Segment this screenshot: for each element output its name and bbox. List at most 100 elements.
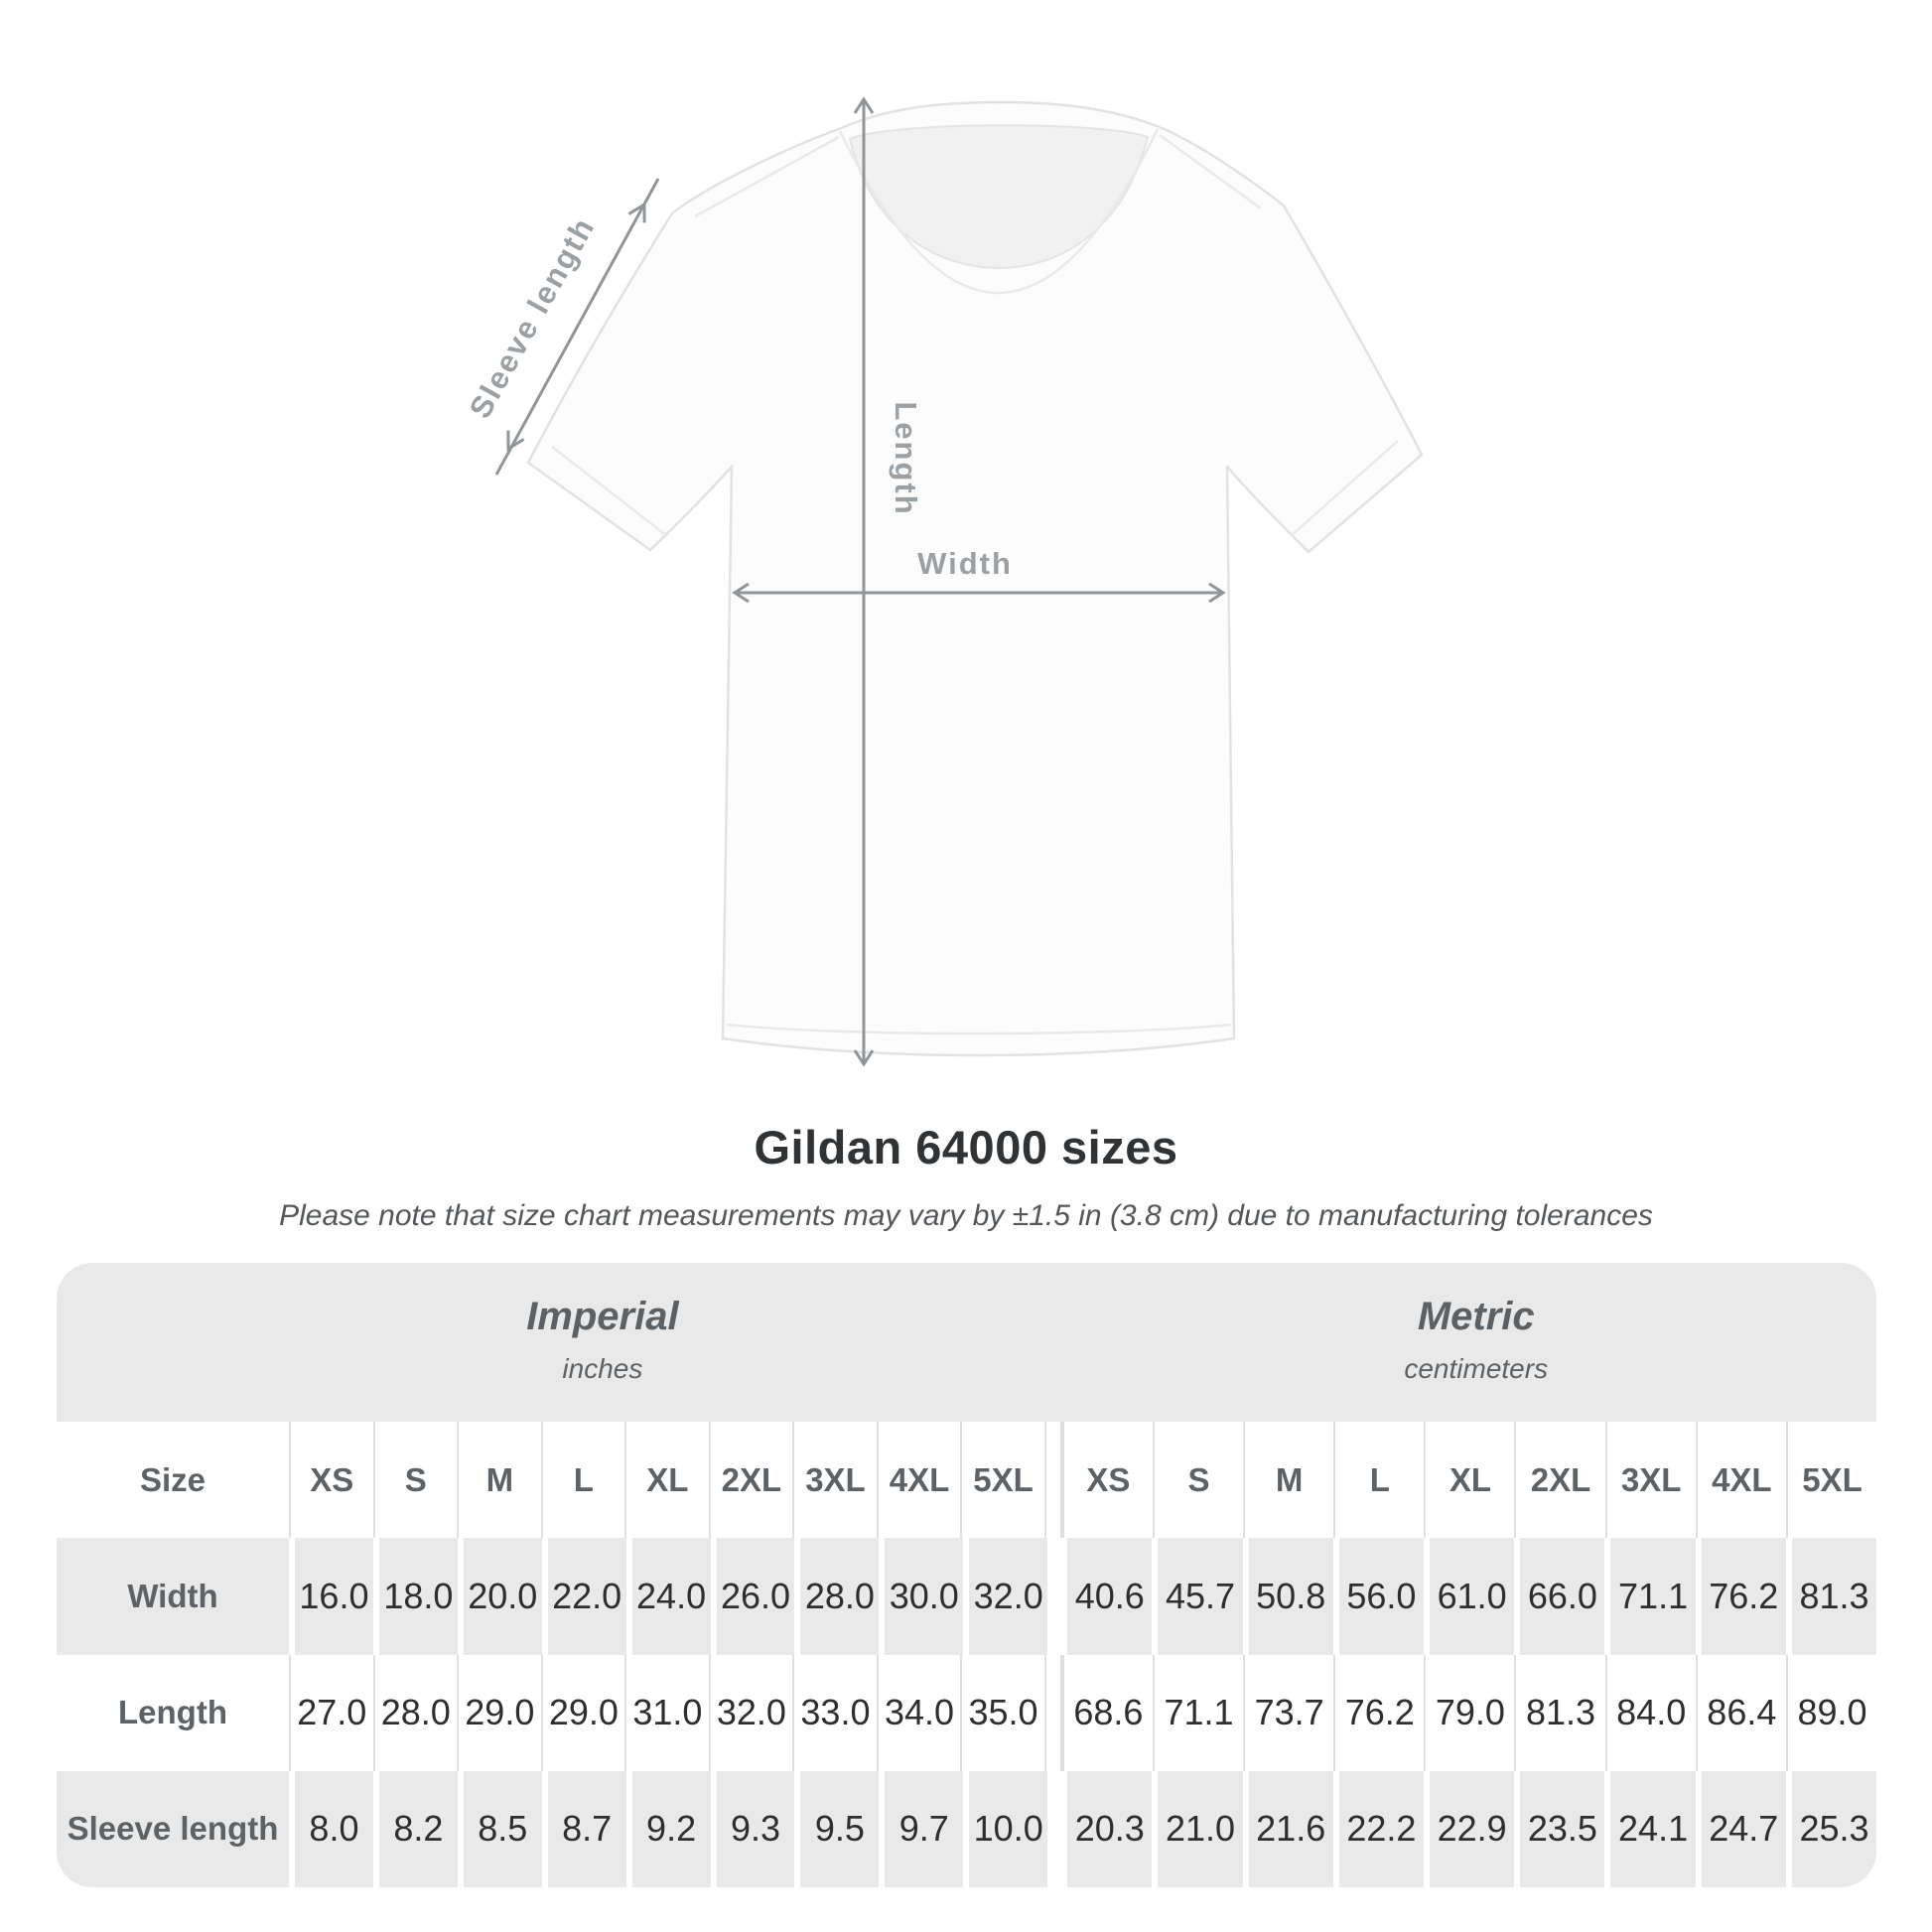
row-header: Width	[127, 1577, 218, 1614]
table-cell: 32.0	[963, 1538, 1047, 1655]
table-cell: 32.0	[708, 1654, 793, 1771]
table-cell: 28.0	[372, 1654, 458, 1771]
table-cell: 22.9	[1424, 1770, 1514, 1887]
column-header: XL	[624, 1422, 709, 1539]
table-cell: 45.7	[1152, 1538, 1242, 1655]
table-cell: 50.8	[1242, 1538, 1333, 1655]
page-subtitle: Please note that size chart measurements…	[279, 1199, 1653, 1232]
table-cell: 56.0	[1332, 1538, 1424, 1655]
table-row: Width 16.0 18.0 20.0 22.0 24.0 26.0 28.0 30.0 32.…	[57, 1538, 1876, 1655]
column-header: 4XL	[1695, 1422, 1786, 1539]
imperial-title: Imperial	[526, 1295, 679, 1338]
table-cell: 22.2	[1332, 1770, 1424, 1887]
column-header: 5XL	[1785, 1422, 1876, 1539]
table-row: Length 27.0 28.0 29.0 29.0 31.0 32.0 33.0 34.0 35…	[57, 1654, 1876, 1771]
table-cell: 24.1	[1604, 1770, 1695, 1887]
table-row: Size XS S M L XL 2XL 3XL 4XL 5XL XS S M L XL 2XL 3XL 4XL 5…	[57, 1422, 1876, 1539]
table-cell: 35.0	[960, 1654, 1044, 1771]
hem-seam	[726, 1023, 1232, 1035]
table-cell: 20.0	[457, 1538, 542, 1655]
size-table: Size XS S M L XL 2XL 3XL 4XL 5XL XS S M L XL 2XL 3XL 4XL 5…	[57, 1422, 1876, 1887]
table-cell: 8.7	[541, 1770, 626, 1887]
table-cell: 66.0	[1514, 1538, 1604, 1655]
table-cell: 76.2	[1333, 1654, 1424, 1771]
column-header: L	[540, 1422, 625, 1539]
table-cell: 9.5	[794, 1770, 879, 1887]
table-cell: 29.0	[457, 1654, 541, 1771]
table-cell: 30.0	[879, 1538, 963, 1655]
table-cell: 8.5	[457, 1770, 542, 1887]
table-cell: 9.3	[710, 1770, 795, 1887]
column-header: S	[1152, 1422, 1243, 1539]
column-header: XL	[1424, 1422, 1514, 1539]
page-title: Gildan 64000 sizes	[754, 1121, 1178, 1173]
table-cell: 81.3	[1514, 1654, 1604, 1771]
cuff-seam-right	[1290, 440, 1399, 537]
table-cell: 73.7	[1243, 1654, 1333, 1771]
table-cell: 33.0	[792, 1654, 877, 1771]
width-label: Width	[917, 546, 1013, 581]
length-label: Length	[889, 401, 923, 515]
section-divider	[1047, 1538, 1062, 1655]
column-header: M	[457, 1422, 541, 1539]
table-cell: 8.0	[289, 1770, 373, 1887]
table-cell: 34.0	[876, 1654, 961, 1771]
table-cell: 18.0	[372, 1538, 458, 1655]
table-cell: 31.0	[624, 1654, 709, 1771]
column-header: L	[1333, 1422, 1424, 1539]
metric-unit: centimeters	[1404, 1353, 1549, 1384]
table-row: Sleeve length 8.0 8.2 8.5 8.7 9.2 9.3 9.5 9.7 10.…	[57, 1770, 1876, 1887]
row-header: Length	[118, 1694, 227, 1731]
shoulder-seam-right	[1159, 133, 1262, 210]
metric-title: Metric	[1417, 1295, 1535, 1338]
imperial-section-header: Imperial inches	[129, 1295, 1075, 1385]
table-cell: 89.0	[1785, 1654, 1876, 1771]
column-header: XS	[1061, 1422, 1153, 1539]
sleeve-length-arrow	[494, 178, 660, 476]
table-cell: 20.3	[1061, 1770, 1152, 1887]
tshirt-measurement-diagram: Sleeve length Length Width	[463, 96, 1424, 1067]
table-cell: 24.7	[1695, 1770, 1786, 1887]
collar-seam	[838, 128, 1160, 295]
table-cell: 9.2	[625, 1770, 711, 1887]
table-cell: 23.5	[1514, 1770, 1604, 1887]
table-cell: 24.0	[625, 1538, 711, 1655]
table-cell: 26.0	[710, 1538, 795, 1655]
table-cell: 28.0	[794, 1538, 879, 1655]
imperial-unit: inches	[562, 1353, 643, 1384]
table-cell: 68.6	[1061, 1654, 1153, 1771]
size-corner-header: Size	[139, 1460, 207, 1498]
table-cell: 10.0	[963, 1770, 1047, 1887]
table-cell: 21.6	[1242, 1770, 1333, 1887]
table-cell: 61.0	[1424, 1538, 1514, 1655]
column-header: 2XL	[708, 1422, 793, 1539]
tshirt-image	[526, 100, 1424, 1057]
table-cell: 8.2	[372, 1770, 458, 1887]
metric-section-header: Metric centimeters	[1075, 1295, 1876, 1385]
column-header: M	[1243, 1422, 1333, 1539]
table-cell: 16.0	[289, 1538, 373, 1655]
table-cell: 25.3	[1785, 1770, 1876, 1887]
table-cell: 9.7	[879, 1770, 963, 1887]
column-header: XS	[289, 1422, 373, 1539]
cuff-seam-left	[551, 446, 668, 537]
table-cell: 71.1	[1152, 1654, 1243, 1771]
section-divider	[1043, 1422, 1062, 1539]
size-chart-card: Imperial inches Metric centimeters Size X…	[57, 1263, 1876, 1887]
section-divider	[1043, 1654, 1062, 1771]
column-header: S	[372, 1422, 458, 1539]
table-cell: 40.6	[1061, 1538, 1152, 1655]
column-header: 5XL	[960, 1422, 1044, 1539]
column-header: 3XL	[792, 1422, 877, 1539]
column-header: 4XL	[876, 1422, 961, 1539]
shoulder-seam-left	[694, 135, 840, 218]
table-cell: 21.0	[1152, 1770, 1242, 1887]
column-header: 3XL	[1604, 1422, 1696, 1539]
section-divider	[1047, 1770, 1062, 1887]
table-cell: 27.0	[289, 1654, 373, 1771]
row-header: Sleeve length	[67, 1810, 279, 1848]
table-cell: 79.0	[1424, 1654, 1514, 1771]
table-cell: 84.0	[1604, 1654, 1696, 1771]
table-cell: 22.0	[541, 1538, 626, 1655]
